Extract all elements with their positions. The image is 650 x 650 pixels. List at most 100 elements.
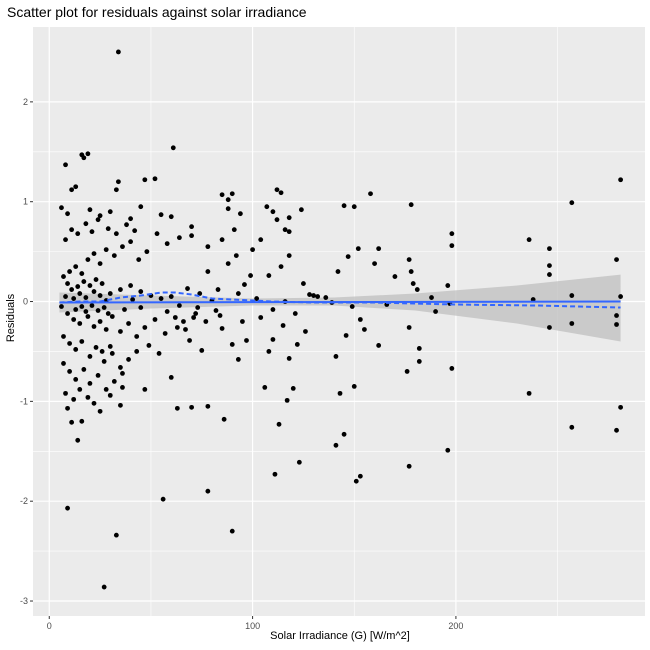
data-point	[65, 211, 70, 217]
data-point	[111, 378, 117, 384]
data-point	[225, 206, 231, 212]
data-point	[353, 478, 359, 484]
axis-ticks: -3 -2 -1 0 1 2 0 100 200	[20, 97, 463, 631]
data-point	[445, 447, 451, 453]
data-point	[618, 294, 624, 299]
data-point	[189, 224, 194, 230]
data-point	[73, 377, 79, 382]
data-point	[357, 317, 363, 322]
data-point	[118, 287, 123, 292]
data-point	[65, 281, 70, 286]
data-point	[235, 291, 241, 296]
data-point	[449, 366, 455, 371]
data-point	[75, 437, 81, 443]
data-point	[355, 246, 361, 252]
data-point	[217, 313, 223, 318]
data-point	[272, 471, 278, 477]
data-point	[254, 296, 260, 301]
data-point	[69, 419, 75, 425]
data-point	[433, 309, 438, 314]
data-point	[113, 187, 119, 193]
data-point	[89, 229, 95, 235]
data-point	[205, 244, 211, 250]
chart-title: Scatter plot for residuals against solar…	[7, 4, 307, 20]
data-point	[181, 319, 186, 324]
data-point	[614, 313, 619, 318]
data-point	[172, 315, 178, 320]
data-point	[215, 287, 221, 292]
data-point	[144, 249, 150, 255]
data-point	[445, 283, 451, 288]
data-point	[107, 209, 113, 215]
data-point	[115, 179, 121, 185]
data-point	[95, 217, 101, 223]
data-point	[73, 264, 79, 269]
data-point	[292, 311, 298, 316]
data-point	[199, 348, 205, 353]
y-tick-label: -2	[20, 496, 28, 506]
data-point	[274, 217, 280, 223]
data-point	[71, 296, 77, 301]
data-point	[526, 237, 532, 243]
data-point	[203, 319, 209, 324]
data-point	[323, 295, 329, 300]
data-point	[124, 222, 129, 228]
data-point	[136, 257, 142, 263]
data-point	[71, 396, 77, 402]
data-point	[187, 338, 192, 343]
data-point	[128, 216, 133, 222]
data-point	[170, 145, 176, 151]
data-point	[99, 349, 105, 354]
data-point	[75, 284, 81, 289]
data-point	[132, 228, 138, 234]
data-point	[59, 205, 64, 211]
data-point	[85, 394, 91, 400]
data-point	[101, 584, 107, 590]
data-point	[282, 227, 288, 233]
data-point	[416, 359, 422, 364]
data-point	[85, 314, 91, 319]
data-point	[237, 211, 243, 217]
data-point	[115, 49, 121, 55]
data-point	[63, 390, 68, 396]
data-point	[315, 294, 321, 299]
data-point	[142, 177, 148, 183]
x-tick-label: 200	[448, 621, 463, 631]
data-point	[286, 229, 292, 235]
data-point	[614, 322, 619, 327]
data-point	[235, 357, 241, 362]
data-point	[414, 287, 420, 292]
data-point	[357, 473, 363, 479]
data-point	[97, 261, 103, 266]
data-point	[176, 235, 182, 241]
x-axis-label: Solar Irradiance (G) [W/m^2]	[270, 630, 410, 642]
data-point	[266, 349, 272, 354]
data-point	[79, 304, 85, 309]
data-point	[429, 295, 434, 300]
data-point	[87, 207, 93, 213]
data-point	[77, 386, 83, 392]
data-point	[185, 286, 190, 291]
data-point	[408, 202, 414, 208]
data-point	[152, 176, 158, 182]
data-point	[174, 325, 180, 330]
data-point	[63, 294, 68, 299]
data-point	[278, 190, 284, 196]
data-points	[59, 49, 624, 590]
data-point	[569, 293, 575, 298]
data-point	[372, 261, 377, 266]
data-point	[270, 337, 276, 342]
data-point	[73, 347, 79, 352]
data-point	[335, 269, 341, 274]
data-point	[156, 351, 162, 356]
data-point	[103, 386, 109, 392]
data-point	[158, 296, 164, 301]
data-point	[337, 390, 343, 396]
data-point	[128, 239, 133, 245]
data-point	[63, 237, 68, 243]
data-point	[250, 247, 255, 253]
data-point	[333, 354, 339, 359]
data-point	[392, 274, 398, 279]
data-point	[168, 375, 174, 380]
data-point	[152, 317, 158, 322]
